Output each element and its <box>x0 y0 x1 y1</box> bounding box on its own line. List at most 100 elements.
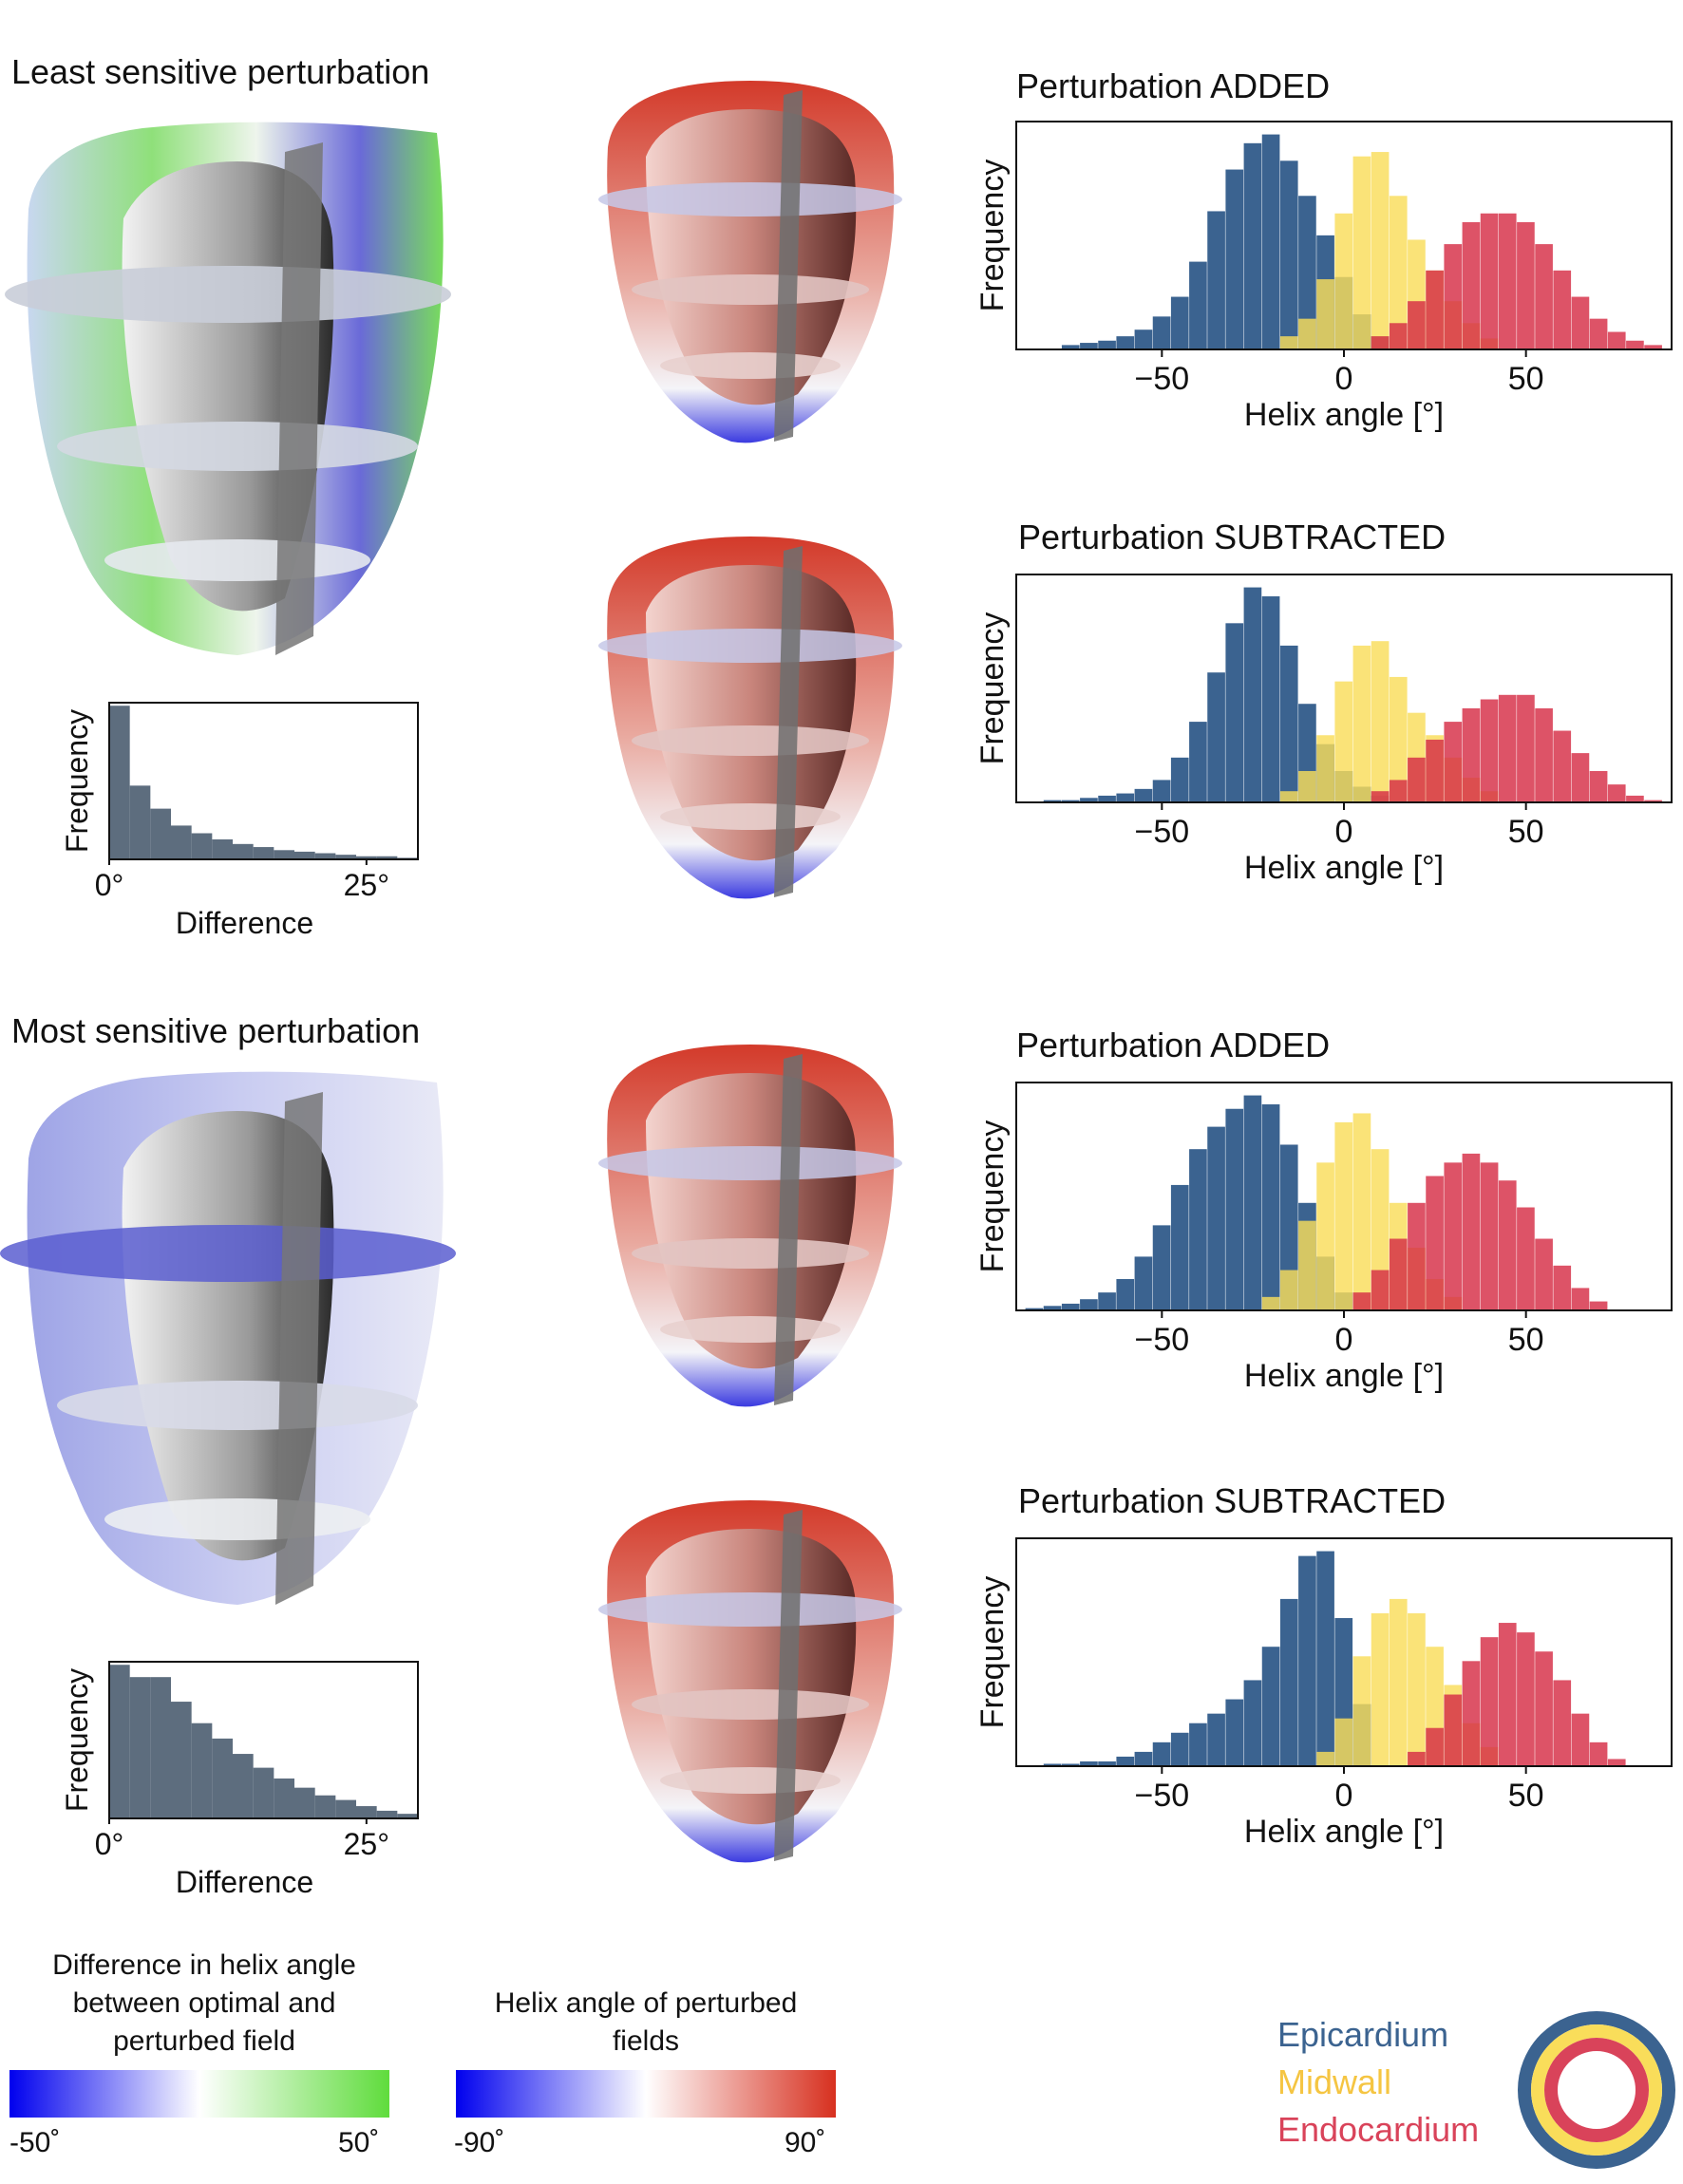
bar-endocardium <box>1571 296 1590 349</box>
bar-epicardium <box>1043 1306 1062 1310</box>
bar-epicardium <box>1316 1551 1334 1766</box>
bar-epicardium <box>1116 1756 1135 1766</box>
bar-epicardium <box>1170 1184 1189 1310</box>
bar-epicardium <box>1225 1699 1244 1766</box>
bar-midwall <box>1352 645 1371 802</box>
bar-endocardium <box>1352 1292 1371 1310</box>
bar-epicardium <box>1207 672 1225 802</box>
chart-least-difference: 0° 25° Difference Frequency <box>60 702 419 940</box>
bar-endocardium <box>1389 1238 1408 1310</box>
bar-epicardium <box>1207 211 1225 349</box>
bar-epicardium <box>1043 800 1062 802</box>
bar-endocardium <box>1517 1632 1535 1766</box>
difference-bar <box>129 1677 151 1818</box>
heart-difference-least-image <box>5 122 451 656</box>
bar-midwall <box>1279 336 1298 349</box>
heart-helix-most-subtracted-image <box>598 1500 902 1863</box>
x-tick-label: 50 <box>1508 1778 1544 1814</box>
bar-epicardium <box>1152 1225 1171 1310</box>
most-added-title: Perturbation ADDED <box>1016 1026 1331 1064</box>
bar-epicardium <box>1298 196 1316 349</box>
difference-bar <box>314 853 336 859</box>
bar-epicardium <box>1225 1108 1244 1310</box>
bar-endocardium <box>1589 770 1608 802</box>
plot-frame <box>108 702 419 860</box>
bar-midwall <box>1334 1121 1353 1310</box>
bar-epicardium <box>1243 142 1262 349</box>
bar-epicardium <box>1225 623 1244 802</box>
bar-epicardium <box>1116 793 1135 802</box>
bar-epicardium <box>1279 160 1298 349</box>
bar-endocardium <box>1517 1207 1535 1310</box>
bar-epicardium <box>1279 1598 1298 1766</box>
legend-endocardium: Endocardium <box>1277 2110 1480 2149</box>
x-axis-label: Difference <box>176 906 313 940</box>
colorbar-difference <box>9 2070 389 2118</box>
difference-bar <box>274 1778 294 1818</box>
x-axis-label: Helix angle [°] <box>1244 1358 1444 1394</box>
bar-epicardium <box>1116 336 1135 349</box>
bar-epicardium <box>1243 587 1262 802</box>
least-subtracted-title: Perturbation SUBTRACTED <box>1018 518 1447 556</box>
difference-bar <box>171 1702 192 1818</box>
legend-epicardium: Epicardium <box>1277 2015 1449 2054</box>
bar-endocardium <box>1626 795 1644 802</box>
bar-endocardium <box>1408 757 1426 802</box>
bar-epicardium <box>1279 645 1298 802</box>
bar-epicardium <box>1243 1095 1262 1310</box>
bar-endocardium <box>1626 340 1644 349</box>
heart-helix-least-subtracted-image <box>598 537 902 899</box>
bar-endocardium <box>1535 707 1553 802</box>
difference-bar <box>150 808 171 859</box>
bar-epicardium <box>1170 757 1189 802</box>
bar-endocardium <box>1535 1238 1553 1310</box>
bar-endocardium <box>1589 1301 1608 1310</box>
difference-bar <box>294 851 315 859</box>
chart-most-subtracted: −50 0 50 Helix angle [°] Frequency <box>974 1537 1673 1850</box>
y-axis-label: Frequency <box>974 1576 1011 1729</box>
bar-endocardium <box>1480 213 1499 349</box>
x-tick-label: 50 <box>1508 814 1544 850</box>
difference-bar <box>109 706 130 859</box>
bar-epicardium <box>1098 1292 1116 1310</box>
bar-midwall <box>1371 1612 1390 1766</box>
bar-epicardium <box>1261 596 1280 802</box>
bar-epicardium <box>1298 1555 1316 1766</box>
bar-epicardium <box>1189 1149 1207 1310</box>
bar-endocardium <box>1462 221 1481 349</box>
bar-epicardium <box>1080 1760 1098 1766</box>
difference-bar <box>376 1810 398 1818</box>
colorbar-helix-max: 90˚ <box>785 2127 826 2158</box>
x-axis-label: Difference <box>176 1865 313 1899</box>
x-tick-label: 25° <box>344 868 389 902</box>
bar-midwall <box>1352 156 1371 349</box>
x-tick-label: −50 <box>1134 814 1189 850</box>
bar-endocardium <box>1644 800 1662 802</box>
x-tick-label: −50 <box>1134 1322 1189 1358</box>
bar-endocardium <box>1444 722 1463 802</box>
layer-rings-icon <box>1518 2011 1675 2169</box>
bar-epicardium <box>1080 1299 1098 1310</box>
x-tick-label: 0 <box>1335 361 1353 397</box>
bar-epicardium <box>1152 1742 1171 1766</box>
bar-epicardium <box>1098 340 1116 349</box>
bar-epicardium <box>1170 1732 1189 1766</box>
bar-epicardium <box>1116 1278 1135 1310</box>
heart-helix-least-added-image <box>598 81 902 443</box>
colorbar-difference-caption: Difference in helix angle between optima… <box>52 1949 356 2057</box>
bar-midwall <box>1371 152 1390 349</box>
bar-epicardium <box>1152 316 1171 349</box>
bar-epicardium <box>1279 1144 1298 1310</box>
bar-epicardium <box>1189 261 1207 349</box>
difference-bar <box>129 785 151 859</box>
bar-midwall <box>1334 213 1353 349</box>
y-axis-label: Frequency <box>974 612 1011 765</box>
bar-endocardium <box>1553 1680 1572 1766</box>
bar-endocardium <box>1426 1727 1444 1766</box>
colorbar-difference-min: -50˚ <box>9 2127 61 2158</box>
bar-midwall <box>1261 1296 1280 1310</box>
difference-bar <box>233 843 254 859</box>
difference-bar <box>253 847 274 859</box>
least-added-title: Perturbation ADDED <box>1016 66 1331 105</box>
bar-endocardium <box>1462 707 1481 802</box>
